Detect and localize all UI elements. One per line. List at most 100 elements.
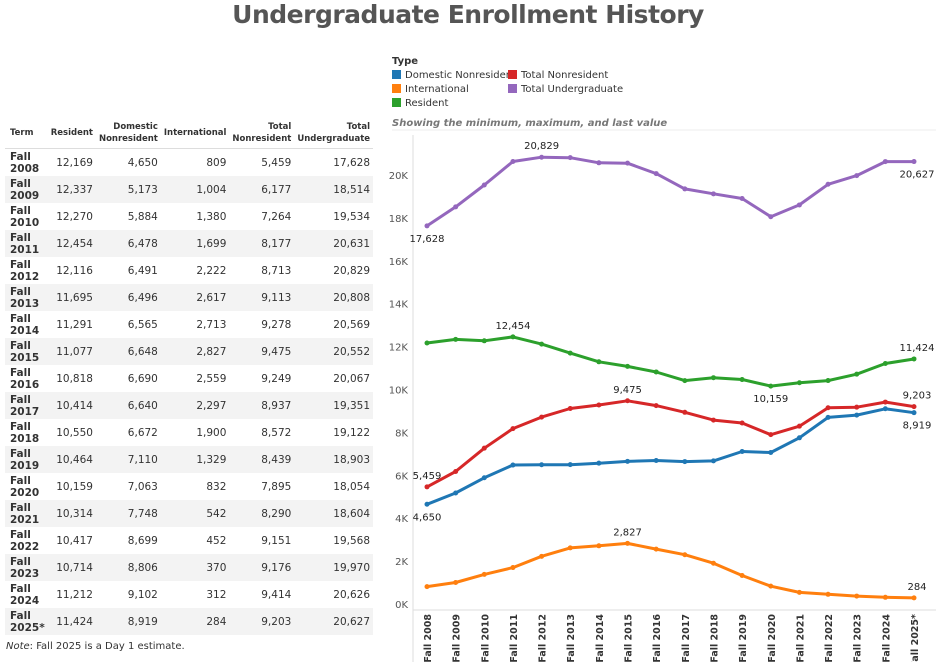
data-point <box>768 214 774 220</box>
cell-domestic-nonresident: 6,565 <box>127 318 158 331</box>
x-tick-label: Fall 2013 <box>566 614 577 662</box>
cell-term: Fall 2022 <box>10 528 40 553</box>
cell-term: Fall 2016 <box>10 366 40 391</box>
cell-total-undergraduate: 19,970 <box>294 554 374 581</box>
cell-domestic-nonresident: 7,063 <box>127 480 158 493</box>
data-point <box>882 399 888 405</box>
cell-term: Fall 2015 <box>5 338 48 365</box>
cell-total-nonresident: 9,475 <box>229 338 295 365</box>
cell-international: 1,329 <box>160 446 230 473</box>
data-point <box>682 186 688 192</box>
legend-label: Domestic Nonresident <box>405 70 517 81</box>
cell-total-undergraduate: 20,829 <box>333 264 371 277</box>
data-point <box>710 417 716 423</box>
data-point <box>453 469 459 475</box>
data-point <box>682 409 688 415</box>
cell-international: 542 <box>160 500 230 527</box>
cell-international: 2,713 <box>196 318 227 331</box>
x-tick-label: Fall 2009 <box>452 614 463 662</box>
y-tick-label: 18K <box>389 214 409 225</box>
x-tick-label: Fall 2022 <box>824 614 835 662</box>
cell-international: 1,900 <box>196 426 227 439</box>
cell-domestic-nonresident: 6,496 <box>95 284 161 311</box>
cell-resident: 12,454 <box>47 230 96 257</box>
legend-swatch <box>392 70 401 79</box>
cell-term: Fall 2023 <box>5 554 48 581</box>
data-label: 9,203 <box>903 391 932 402</box>
data-point <box>539 341 545 347</box>
cell-international: 452 <box>206 534 227 547</box>
cell-total-nonresident: 9,176 <box>229 554 295 581</box>
cell-resident: 11,212 <box>56 588 93 601</box>
data-point <box>510 462 516 468</box>
cell-resident: 10,314 <box>47 500 96 527</box>
x-tick-label: Fall 2008 <box>423 614 434 662</box>
table-row: Fall 2017 10,414 6,640 2,297 8,937 19,351 <box>5 392 374 419</box>
data-point <box>796 589 802 595</box>
data-point <box>596 402 602 408</box>
cell-total-nonresident: 8,572 <box>261 426 292 439</box>
cell-international: 2,559 <box>196 372 227 385</box>
legend-item: Total Undergraduate <box>508 84 623 95</box>
cell-international: 1,004 <box>160 176 230 203</box>
x-tick-label: Fall 2024 <box>881 614 892 662</box>
data-point <box>854 371 860 377</box>
x-tick-label: Fall 2017 <box>681 614 692 662</box>
legend-item: Resident <box>392 98 448 109</box>
data-label: 20,829 <box>524 141 559 152</box>
series-line-resident <box>426 335 915 388</box>
note-text: : Fall 2025 is a Day 1 estimate. <box>29 641 185 652</box>
note-label: Note <box>6 641 30 652</box>
y-tick-label: 16K <box>389 257 409 268</box>
data-point <box>596 460 602 466</box>
cell-international: 370 <box>160 554 230 581</box>
cell-total-undergraduate: 19,568 <box>333 534 371 547</box>
data-point <box>739 448 745 454</box>
data-point <box>596 160 602 166</box>
data-point <box>882 361 888 367</box>
cell-total-undergraduate: 20,627 <box>294 608 374 635</box>
data-point <box>539 462 545 468</box>
data-point <box>682 459 688 465</box>
data-label: 9,475 <box>613 385 642 396</box>
table-row: Fall 2009 12,337 5,173 1,004 6,177 18,514 <box>5 176 374 203</box>
data-point <box>625 160 631 166</box>
x-tick-label: Fall 2014 <box>595 614 606 662</box>
data-point <box>625 540 631 546</box>
series-line-total-nonresident <box>426 399 915 489</box>
cell-resident: 11,077 <box>47 338 96 365</box>
data-point <box>739 572 745 578</box>
data-point <box>510 426 516 432</box>
data-point <box>596 543 602 549</box>
data-point <box>481 182 487 188</box>
cell-resident: 12,116 <box>56 264 93 277</box>
data-point <box>625 363 631 369</box>
data-point <box>567 406 573 412</box>
cell-total-undergraduate: 18,903 <box>294 446 374 473</box>
table-row: Fall 2025* 11,424 8,919 284 9,203 20,627 <box>5 608 374 635</box>
data-point <box>424 340 430 346</box>
page-title: Undergraduate Enrollment History <box>232 0 704 29</box>
table-row: Fall 2013 11,695 6,496 2,617 9,113 20,808 <box>5 284 374 311</box>
data-label: 284 <box>907 582 926 593</box>
data-point <box>710 560 716 566</box>
cell-term: Fall 2018 <box>10 420 40 445</box>
cell-international: 832 <box>206 480 227 493</box>
cell-total-nonresident: 8,937 <box>229 392 295 419</box>
cell-term: Fall 2020 <box>10 474 40 499</box>
table-row: Fall 2015 11,077 6,648 2,827 9,475 20,552 <box>5 338 374 365</box>
cell-term: Fall 2025* <box>5 608 48 635</box>
cell-total-nonresident: 9,151 <box>261 534 292 547</box>
cell-domestic-nonresident: 5,884 <box>127 210 158 223</box>
cell-total-nonresident: 9,414 <box>261 588 292 601</box>
cell-resident: 10,464 <box>47 446 96 473</box>
x-tick-label: Fall 2016 <box>652 614 663 662</box>
cell-total-nonresident: 8,439 <box>229 446 295 473</box>
table-header-row: Term Resident Domestic Nonresident Internat… <box>5 118 374 149</box>
cell-international: 2,827 <box>160 338 230 365</box>
data-point <box>596 359 602 365</box>
data-point <box>453 336 459 342</box>
cell-term: Fall 2021 <box>5 500 48 527</box>
x-tick-label: Fall 2025* <box>910 614 921 662</box>
